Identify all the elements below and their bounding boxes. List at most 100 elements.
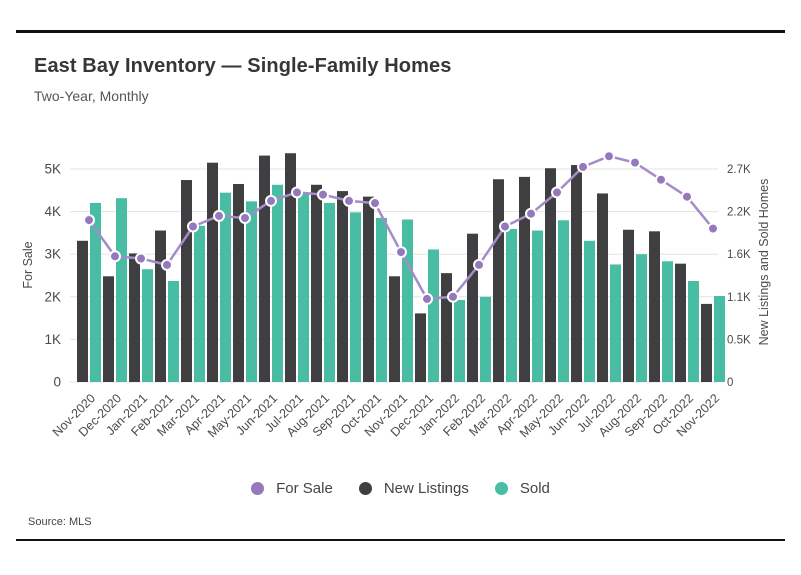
left-axis-ticks: 0 1K 2K 3K 4K 5K [44,162,61,390]
new-listings-bar-Nov-2021 [389,276,400,382]
sold-bar-Jan-2021 [142,269,153,382]
legend-label: Sold [519,480,550,497]
legend-label: New Listings [383,480,469,497]
new-listings-bar-Mar-2021 [181,180,192,382]
new-listings-bar-Oct-2022 [675,263,686,382]
sold-bar-Sep-2022 [662,261,673,382]
new-listings-bar-Aug-2022 [623,229,634,382]
new-listings-bar-Oct-2021 [363,196,374,382]
new-listings-bar-Jun-2022 [571,165,582,382]
for-sale-marker-Nov-2021 [395,246,407,259]
sold-bar-Jun-2022 [584,240,595,382]
for-sale-marker-Sep-2022 [655,173,667,186]
sold-legend-dot-icon [494,482,508,495]
new-listings-legend-dot-icon [358,482,372,495]
right-tick-label: 2.2K [727,207,751,219]
left-axis-title: For Sale [21,241,35,289]
sold-bar-May-2021 [246,201,257,382]
for-sale-marker-Jul-2021 [291,186,303,199]
for-sale-marker-Apr-2022 [525,207,537,220]
sold-bar-Dec-2020 [116,198,127,382]
new-listings-bar-Mar-2022 [493,179,504,382]
sold-bar-Dec-2021 [428,249,439,382]
new-listings-bar-Jul-2022 [597,193,608,382]
new-listings-bar-Aug-2021 [311,184,322,382]
sold-bar-Jul-2022 [610,264,621,382]
new-listings-bar-Sep-2022 [649,231,660,382]
new-listings-bar-Jul-2021 [285,153,296,382]
new-listings-bar-Nov-2022 [701,303,712,382]
right-tick-label: 1.1K [727,292,751,304]
for-sale-marker-Feb-2021 [161,258,173,271]
for-sale-marker-Dec-2020 [109,250,121,263]
for-sale-marker-May-2021 [239,212,251,224]
new-listings-bar-Jun-2021 [259,155,270,382]
right-axis-ticks: 0 0.5K 1.1K 1.6K 2.2K 2.7K [727,164,751,389]
for-sale-marker-Oct-2022 [681,190,693,203]
sold-bar-Aug-2022 [636,254,647,382]
sold-bar-Nov-2020 [90,202,101,382]
for-sale-marker-Apr-2021 [213,209,225,222]
right-tick-label: 0 [727,377,733,389]
sold-bar-Jan-2022 [454,299,465,382]
left-tick-label: 3K [44,247,61,262]
for-sale-marker-Aug-2021 [317,188,329,201]
new-listings-bar-Sep-2021 [337,191,348,382]
for-sale-marker-Nov-2020 [83,214,95,227]
bottom-rule [16,539,785,541]
for-sale-marker-Aug-2022 [629,156,641,169]
sold-bar-May-2022 [558,220,569,382]
sold-bar-Mar-2022 [506,228,517,382]
new-listings-bar-Jan-2022 [441,273,452,382]
sold-bar-Aug-2021 [324,202,335,382]
right-axis-title: New Listings and Sold Homes [757,178,771,346]
sold-bar-Oct-2022 [688,281,699,382]
new-listings-bar-Apr-2021 [207,162,218,382]
sold-bar-Jun-2021 [272,184,283,382]
left-tick-label: 4K [44,204,61,219]
for-sale-marker-Jul-2022 [603,150,615,163]
sold-bar-Nov-2021 [402,219,413,382]
new-listings-bar-Nov-2020 [77,240,88,382]
for-sale-marker-Oct-2021 [369,197,381,210]
sold-bar-Nov-2022 [714,296,725,382]
x-axis-labels: Nov-2020Dec-2020Jan-2021Feb-2021Mar-2021… [50,391,722,440]
source-note: Source: MLS [28,516,92,528]
chart-subtitle: Two-Year, Monthly [34,88,149,104]
sold-bar-Apr-2021 [220,192,231,382]
new-listings-bar-May-2021 [233,183,244,382]
new-listings-bar-Dec-2020 [103,276,114,382]
for-sale-marker-Feb-2022 [473,258,485,271]
right-tick-label: 0.5K [727,334,751,346]
legend-item-new-listings: New Listings [358,480,469,497]
for-sale-marker-May-2022 [551,186,563,199]
new-listings-bar-Feb-2021 [155,230,166,382]
new-listings-bar-Apr-2022 [519,176,530,382]
left-tick-label: 2K [44,289,61,304]
left-tick-label: 0 [53,375,61,390]
new-listings-bar-Jan-2021 [129,253,140,382]
for-sale-marker-Mar-2021 [187,220,199,233]
sold-bar-Feb-2021 [168,281,179,382]
sold-bar-Apr-2022 [532,230,543,382]
chart-title: East Bay Inventory — Single-Family Homes [34,55,452,77]
new-listings-bar-May-2022 [545,168,556,382]
left-tick-label: 5K [44,162,61,177]
for-sale-marker-Jun-2022 [577,160,589,173]
sold-bar-Sep-2021 [350,212,361,382]
chart-canvas: 0 1K 2K 3K 4K 5K 0 0.5K 1.1K 1.6K 2.2K 2.7K Nov-20… [44,150,751,440]
right-tick-label: 1.6K [727,249,751,261]
line-series [83,150,719,305]
legend-item-sold: Sold [494,480,550,497]
for-sale-marker-Jun-2021 [265,194,277,207]
legend: For Sale New Listings Sold [0,480,801,497]
sold-bar-Feb-2022 [480,296,491,382]
legend-label: For Sale [276,480,333,497]
sold-bar-Jul-2021 [298,193,309,382]
new-listings-bar-Dec-2021 [415,313,426,382]
bar-series [77,153,725,382]
for-sale-marker-Nov-2022 [707,222,719,235]
for-sale-legend-dot-icon [251,482,265,495]
for-sale-marker-Jan-2022 [447,290,459,303]
for-sale-marker-Sep-2021 [343,194,355,207]
